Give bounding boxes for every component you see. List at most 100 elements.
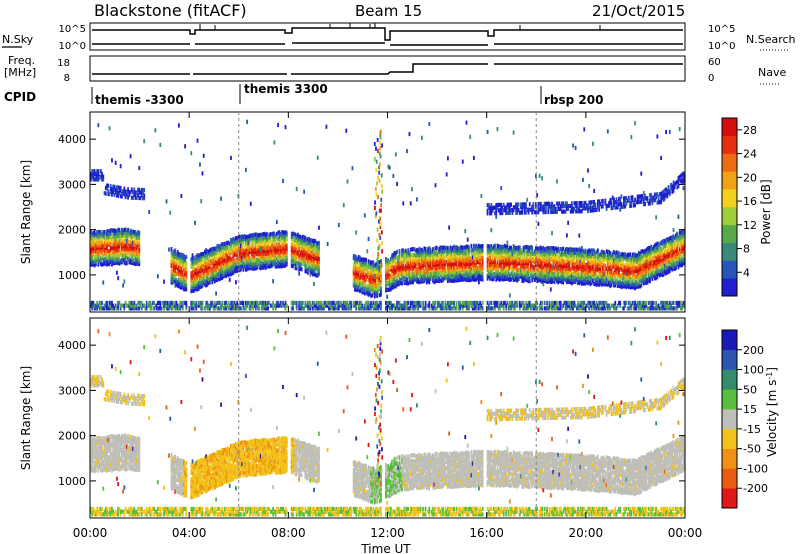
power-cell [94,259,97,264]
power-cell [114,228,117,234]
power-cell [92,235,95,240]
power-cell [179,300,182,306]
power-cell [248,255,251,260]
power-cell [223,300,226,306]
power-cell [192,258,195,263]
power-cell [97,177,100,182]
power-cell [552,255,555,260]
power-cell [192,280,195,286]
power-cell [399,306,402,311]
power-cell [471,303,474,308]
power-cell [506,244,509,249]
power-cell [511,303,514,308]
power-cell [337,222,340,228]
power-cell [290,250,293,255]
power-cell [428,306,431,311]
power-cell [120,231,123,236]
power-cell [554,306,557,311]
power-cell [256,235,258,241]
power-cell [179,262,182,267]
power-cell [112,228,115,233]
power-cell [572,275,574,280]
power-cell [175,303,178,308]
power-cell [532,251,535,256]
power-cell [97,248,100,253]
power-cell [554,265,557,270]
power-cell [174,254,177,260]
power-cell [91,246,94,251]
power-cell [549,209,552,215]
power-cell [553,267,556,272]
power-cell [557,206,560,212]
power-cell [396,282,398,287]
power-cell [101,306,103,311]
power-cell [412,255,415,260]
power-cell [407,272,410,277]
power-cell [562,271,565,276]
power-cell [270,242,273,247]
power-cell [363,268,366,273]
power-cell [558,269,561,274]
power-cell [300,249,303,254]
power-cell [505,266,508,271]
power-cell [518,300,521,306]
power-cell [116,185,118,190]
power-cell [389,278,392,283]
power-cell [544,201,547,206]
power-cell [210,247,213,252]
power-cell [318,240,320,245]
power-cell [195,282,198,287]
power-cell [448,303,451,308]
power-cell [561,267,563,272]
power-cell [366,283,369,288]
power-cell [280,230,283,235]
power-cell [371,293,374,298]
power-cell [235,303,237,308]
power-cell [267,262,270,267]
power-cell [375,267,377,272]
power-cell [293,243,296,248]
power-cell [297,242,299,247]
power-cell [501,273,504,279]
power-cell [487,306,490,311]
power-cell [409,300,412,306]
power-cell [408,266,411,271]
power-cell [477,257,480,262]
power-cell [200,284,203,289]
power-cell [486,276,489,281]
power-cell [196,267,199,272]
power-cell [358,275,361,280]
power-cell [280,242,283,247]
power-cell [355,274,358,279]
power-cell [228,255,231,260]
power-cell [264,306,267,311]
power-cell [173,273,175,278]
power-cell [140,187,143,193]
power-cell [396,274,398,279]
power-cell [210,272,213,277]
power-cell [91,241,94,246]
power-cell [138,258,141,263]
power-cell [102,177,105,182]
power-cell [132,260,134,266]
power-cell [487,268,490,273]
power-cell [235,266,237,271]
power-cell [433,270,436,276]
power-cell [522,306,525,311]
power-cell [500,300,503,306]
power-cell [90,249,92,255]
power-cell [113,239,116,245]
power-cell [267,306,270,311]
power-cell [475,258,478,263]
power-cell [301,306,304,311]
power-cell [273,231,276,236]
power-cell [299,306,302,311]
power-cell [392,258,395,263]
power-cell [420,249,423,255]
power-cell [454,306,457,311]
power-cell [259,300,262,306]
power-cell [558,260,561,265]
power-cell [101,177,103,182]
power-cell [397,262,400,268]
power-cell [548,257,551,262]
